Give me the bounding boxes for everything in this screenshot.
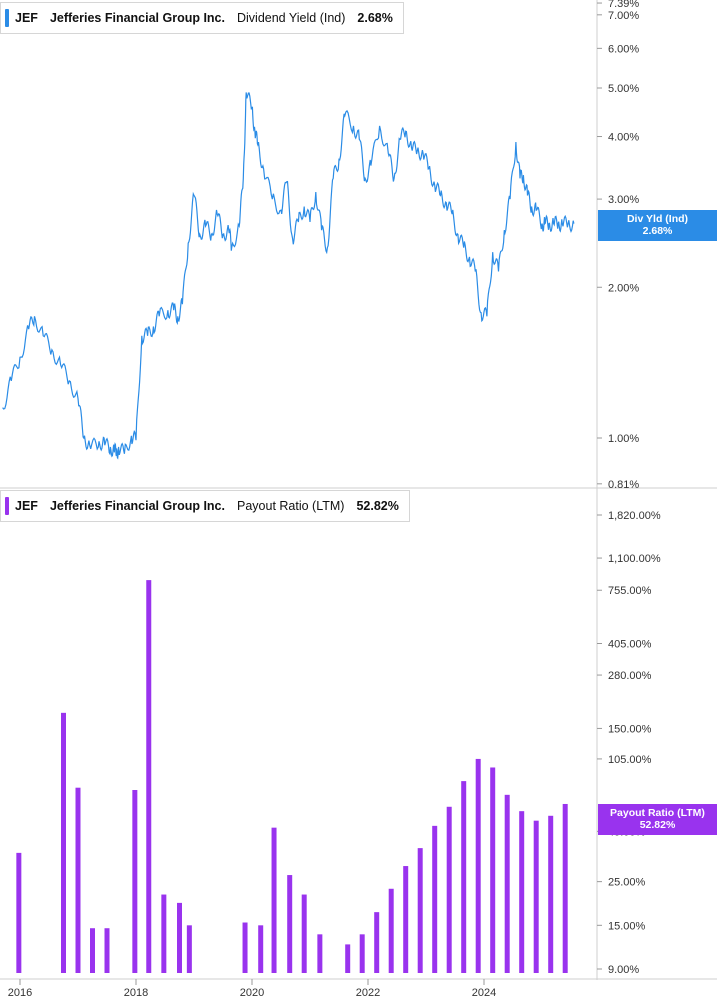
legend-company: Jefferies Financial Group Inc. <box>49 11 225 25</box>
payout-ratio-legend[interactable]: JEF Jefferies Financial Group Inc. Payou… <box>0 490 410 522</box>
payout-ratio-bar <box>161 894 167 973</box>
payout-ratio-bar <box>317 934 323 973</box>
y-tick-label: 7.00% <box>608 10 639 22</box>
legend-metric: Payout Ratio (LTM) <box>237 499 345 513</box>
x-tick-label: 2018 <box>124 987 148 999</box>
y-tick-label: 405.00% <box>608 638 652 650</box>
payout-ratio-bar <box>417 848 423 973</box>
y-tick-label: 4.00% <box>608 132 639 144</box>
x-tick-label: 2024 <box>472 987 496 999</box>
payout-ratio-bar <box>132 790 138 973</box>
y-tick-label: 3.00% <box>608 194 639 206</box>
x-tick-label: 2016 <box>8 987 32 999</box>
payout-ratio-bar <box>490 767 496 973</box>
payout-ratio-bar <box>146 580 152 973</box>
payout-ratio-bar <box>177 902 182 973</box>
payout-ratio-bar <box>359 934 365 973</box>
dividend-yield-line <box>2 92 575 460</box>
payout-ratio-bar <box>75 787 81 973</box>
y-tick-label: 280.00% <box>608 670 652 682</box>
payout-ratio-bar <box>432 825 438 973</box>
payout-ratio-bar <box>562 803 568 973</box>
y-tick-label: 1,820.00% <box>608 510 661 522</box>
payout-ratio-series <box>16 580 568 973</box>
y-tick-label: 6.00% <box>608 43 639 55</box>
payout-ratio-bar <box>475 758 481 973</box>
payout-ratio-bar <box>446 806 452 973</box>
x-tick-label: 2022 <box>356 987 380 999</box>
dividend-yield-last-value-tag: Div Yld (Ind) 2.68% <box>598 210 717 241</box>
y-tick-label: 5.00% <box>608 83 639 95</box>
y-tick-label: 9.00% <box>608 964 639 976</box>
payout-ratio-bar <box>345 944 351 973</box>
y-tick-label: 105.00% <box>608 754 652 766</box>
payout-ratio-bar <box>242 922 248 973</box>
y-tick-label: 0.81% <box>608 479 639 491</box>
tag-value: 52.82% <box>639 819 676 831</box>
legend-metric: Dividend Yield (Ind) <box>237 11 346 25</box>
y-tick-label: 755.00% <box>608 585 652 597</box>
dividend-yield-series <box>2 92 575 460</box>
payout-ratio-bar <box>271 827 277 973</box>
payout-ratio-bar <box>403 866 409 973</box>
payout-ratio-bar <box>258 925 264 973</box>
payout-ratio-last-value-tag: Payout Ratio (LTM) 52.82% <box>598 804 717 835</box>
payout-ratio-bar <box>519 811 525 973</box>
y-tick-label: 1.00% <box>608 433 639 445</box>
payout-ratio-bar <box>287 875 293 973</box>
tag-label: Payout Ratio (LTM) <box>610 807 705 819</box>
payout-ratio-bar <box>61 712 66 973</box>
y-tick-label: 15.00% <box>608 920 646 932</box>
payout-ratio-bar <box>186 925 192 973</box>
payout-ratio-bar <box>374 912 380 973</box>
legend-ticker: JEF <box>15 11 38 25</box>
legend-company: Jefferies Financial Group Inc. <box>49 499 225 513</box>
series-color-swatch <box>5 497 9 515</box>
y-tick-label: 25.00% <box>608 877 646 889</box>
payout-ratio-bar <box>16 852 22 973</box>
y-tick-label: 7.39% <box>608 0 639 10</box>
payout-ratio-bar <box>388 888 394 973</box>
legend-value: 2.68% <box>357 11 393 25</box>
payout-ratio-bar <box>504 794 510 973</box>
payout-ratio-bar <box>548 815 554 973</box>
legend-ticker: JEF <box>15 499 38 513</box>
tag-label: Div Yld (Ind) <box>626 213 689 225</box>
payout-ratio-bar <box>533 820 539 973</box>
legend-value: 52.82% <box>356 499 399 513</box>
y-tick-label: 1,100.00% <box>608 553 661 565</box>
y-tick-label: 150.00% <box>608 723 652 735</box>
payout-ratio-bar <box>104 928 110 973</box>
y-tick-label: 2.00% <box>608 282 639 294</box>
dividend-yield-legend[interactable]: JEF Jefferies Financial Group Inc. Divid… <box>0 2 404 34</box>
tag-value: 2.68% <box>642 225 673 237</box>
x-tick-label: 2020 <box>240 987 264 999</box>
payout-ratio-bar <box>461 781 467 973</box>
payout-ratio-bar <box>301 894 307 973</box>
series-color-swatch <box>5 9 9 27</box>
payout-ratio-bar <box>90 928 95 973</box>
